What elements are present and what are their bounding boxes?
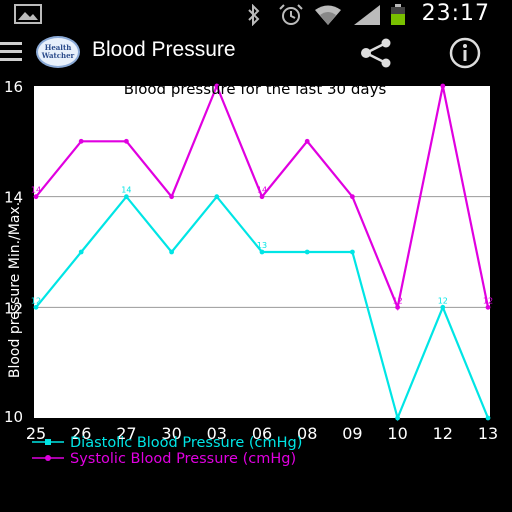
action-bar: Health Watcher Blood Pressure xyxy=(0,28,512,78)
share-icon[interactable] xyxy=(356,38,396,68)
legend-label-diastolic: Diastolic Blood Pressure (cmHg) xyxy=(70,435,302,451)
clock: 23:17 xyxy=(421,1,490,26)
x-tick-label: 25 xyxy=(26,424,46,443)
chart-title: Blood pressure for the last 30 days xyxy=(124,80,387,98)
data-point xyxy=(259,249,265,255)
data-label: 14 xyxy=(31,186,41,195)
y-axis-label: Blood pressure Min./Max. xyxy=(7,202,23,378)
x-axis-ticks: 25 26 27 30 03 06 08 09 10 12 13 xyxy=(26,424,498,443)
x-tick-label: 08 xyxy=(297,424,317,443)
y-tick-label: 16 xyxy=(4,78,23,96)
data-point xyxy=(485,415,491,421)
legend-label-systolic: Systolic Blood Pressure (cmHg) xyxy=(70,451,296,467)
data-point xyxy=(350,249,355,255)
legend: Diastolic Blood Pressure (cmHg)Systolic … xyxy=(32,435,302,467)
y-axis-ticks: 10 12 14 16 xyxy=(4,78,23,426)
data-point xyxy=(214,83,220,89)
app-logo[interactable]: Health Watcher xyxy=(36,36,80,68)
menu-icon[interactable] xyxy=(0,42,22,64)
data-point xyxy=(350,194,355,200)
data-point xyxy=(304,249,310,255)
data-point xyxy=(78,249,84,255)
x-tick-label: 03 xyxy=(207,424,227,443)
data-point xyxy=(440,304,446,310)
legend-marker-dot xyxy=(45,455,51,461)
data-point xyxy=(485,304,491,310)
data-point xyxy=(33,304,39,310)
data-point xyxy=(169,249,175,255)
data-label: 14 xyxy=(257,186,267,195)
x-tick-label: 27 xyxy=(116,424,136,443)
data-point xyxy=(33,194,39,200)
x-tick-label: 30 xyxy=(161,424,181,443)
data-label: 14 xyxy=(121,186,131,195)
data-label: 12 xyxy=(483,296,493,305)
data-point xyxy=(395,304,400,310)
data-point xyxy=(214,194,220,200)
blood-pressure-chart: 12 14 13 12 14 14 12 12 10 12 14 16 25 26 27 30 03 06 08… xyxy=(4,78,498,467)
info-icon[interactable] xyxy=(448,36,482,70)
battery-icon xyxy=(391,4,405,25)
data-label: 12 xyxy=(438,296,448,305)
alarm-icon xyxy=(279,4,303,25)
x-tick-label: 12 xyxy=(433,424,453,443)
legend-marker-square xyxy=(45,439,51,445)
wifi-icon xyxy=(315,5,341,25)
y-tick-label: 14 xyxy=(4,189,23,207)
x-tick-label: 26 xyxy=(71,424,91,443)
data-point xyxy=(440,83,446,89)
bluetooth-icon xyxy=(248,4,260,26)
data-label: 12 xyxy=(393,296,403,305)
app-logo-text: Health Watcher xyxy=(41,43,75,60)
series-points: 12 14 13 12 14 14 12 12 xyxy=(31,83,493,421)
x-tick-label: 06 xyxy=(252,424,272,443)
x-tick-label: 13 xyxy=(478,424,498,443)
gallery-icon xyxy=(14,4,42,24)
data-point xyxy=(304,138,310,144)
data-label: 12 xyxy=(31,296,41,305)
data-point xyxy=(395,415,400,421)
status-bar: 23:17 xyxy=(0,0,512,28)
y-tick-label: 12 xyxy=(4,299,23,317)
y-tick-label: 10 xyxy=(4,408,23,426)
data-point xyxy=(78,138,84,144)
data-point xyxy=(124,138,129,144)
page-title: Blood Pressure xyxy=(92,38,236,61)
data-point xyxy=(259,194,265,200)
signal-icon xyxy=(354,5,380,25)
data-label: 13 xyxy=(257,241,267,250)
data-point xyxy=(169,194,175,200)
data-point xyxy=(124,194,129,200)
x-tick-label: 09 xyxy=(342,424,362,443)
x-tick-label: 10 xyxy=(387,424,407,443)
